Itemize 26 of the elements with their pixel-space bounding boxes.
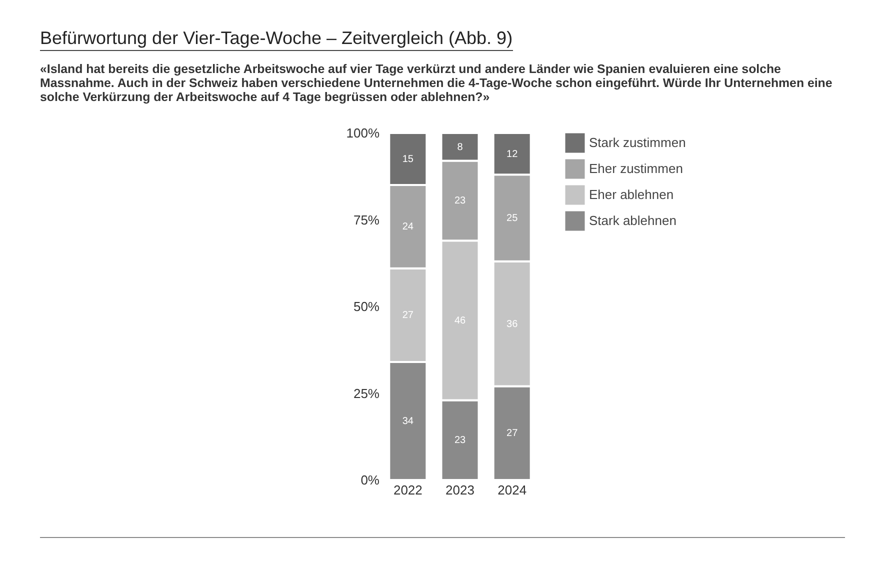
data-label: 34 [402,416,414,428]
y-tick-label: 50% [353,299,380,314]
data-label: 25 [506,213,518,224]
data-label: 46 [454,315,466,326]
data-label: 27 [402,310,414,322]
x-tick-label: 2024 [498,482,527,498]
data-label: 12 [506,148,518,160]
legend-label: Eher zustimmen [589,161,683,176]
legend-label: Stark zustimmen [589,135,686,150]
data-label: 36 [506,318,518,330]
data-label: 23 [454,435,466,446]
y-tick-label: 0% [360,472,380,488]
y-tick-label: 25% [353,386,380,401]
data-label: 24 [402,222,414,233]
chart-title: Befürwortung der Vier-Tage-Woche – Zeitvergleich (Abb. 9) [40,28,513,51]
y-tick-label: 75% [353,212,380,228]
legend-label: Stark ablehnen [589,213,676,228]
x-tick-label: 2023 [446,482,474,498]
y-tick-label: 100% [346,126,380,140]
x-tick-label: 2022 [393,482,422,498]
data-label: 23 [454,196,466,207]
data-label: 8 [457,142,464,153]
data-label: 15 [402,154,414,166]
data-label: 27 [506,428,518,440]
legend-label: Eher ablehnen [589,187,674,202]
chart-subtitle: «Island hat bereits die gesetzliche Arbeitswoche auf vier Tage verkürzt und andere Länder wie Spanien evaluieren eine solche Massnahme. Auch in der Schweiz haben verschiedene Unternehmen die 4-Tage-Woche schon eingeführt. Würde Ihr Unternehmen eine solche Verkürzung der Arbeitswoche auf 4 Tage begrüssen oder ablehnen?» [40,62,834,104]
